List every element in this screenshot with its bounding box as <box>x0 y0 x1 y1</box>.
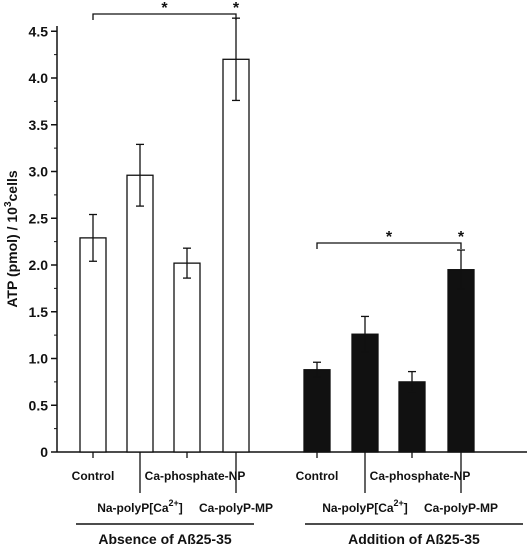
category-label: Ca-polyP-MP <box>424 501 498 515</box>
y-tick-label: 1.5 <box>29 304 49 320</box>
y-tick-label: 0.5 <box>29 397 49 413</box>
bar <box>303 369 331 453</box>
bar <box>398 381 426 453</box>
significance-star: * <box>386 229 393 246</box>
significance-star: * <box>233 0 240 17</box>
category-label: Control <box>296 469 339 483</box>
y-tick-label: 3.5 <box>29 117 49 133</box>
bar <box>222 58 250 453</box>
y-tick-label: 3.0 <box>29 164 49 180</box>
category-label: Na-polyP[Ca2+] <box>97 498 183 515</box>
group-label: Addition of Aß25-35 <box>348 531 480 547</box>
bar <box>79 237 107 453</box>
significance-star: * <box>458 229 465 246</box>
significance-brackets: * * * * <box>92 0 465 249</box>
category-labels: Control Na-polyP[Ca2+] Ca-phosphate-NP Ca-p… <box>72 452 498 515</box>
bar <box>447 269 475 453</box>
group-label: Absence of Aß25-35 <box>98 531 232 547</box>
y-tick-label: 2.0 <box>29 257 49 273</box>
y-tick-label: 0 <box>40 444 48 460</box>
y-axis-ticks: 0 0.5 1.0 1.5 2.0 2.5 3.0 3.5 4.0 4.5 <box>29 23 57 460</box>
category-label: Ca-phosphate-NP <box>370 469 471 483</box>
y-axis-title-main: ATP (pmol) / 10 <box>4 207 20 308</box>
y-tick-label: 2.5 <box>29 210 49 226</box>
y-axis-title: ATP (pmol) / 103cells <box>3 170 20 308</box>
bar <box>126 174 154 453</box>
bar <box>351 333 379 453</box>
bar-marks <box>79 17 475 453</box>
significance-bracket <box>316 242 462 249</box>
category-label: Na-polyP[Ca2+] <box>322 498 408 515</box>
y-axis-title-superscript: 3 <box>3 201 14 207</box>
category-label: Ca-phosphate-NP <box>145 469 246 483</box>
y-tick-label: 1.0 <box>29 351 49 367</box>
group-labels: Absence of Aß25-35 Addition of Aß25-35 <box>76 523 523 547</box>
category-label: Control <box>72 469 115 483</box>
y-tick-label: 4.0 <box>29 70 49 86</box>
y-tick-label: 4.5 <box>29 23 49 39</box>
bar <box>173 262 201 453</box>
category-label: Ca-polyP-MP <box>199 501 273 515</box>
significance-bracket <box>92 13 237 20</box>
significance-star: * <box>161 0 168 17</box>
y-axis-title-suffix: cells <box>4 170 20 201</box>
